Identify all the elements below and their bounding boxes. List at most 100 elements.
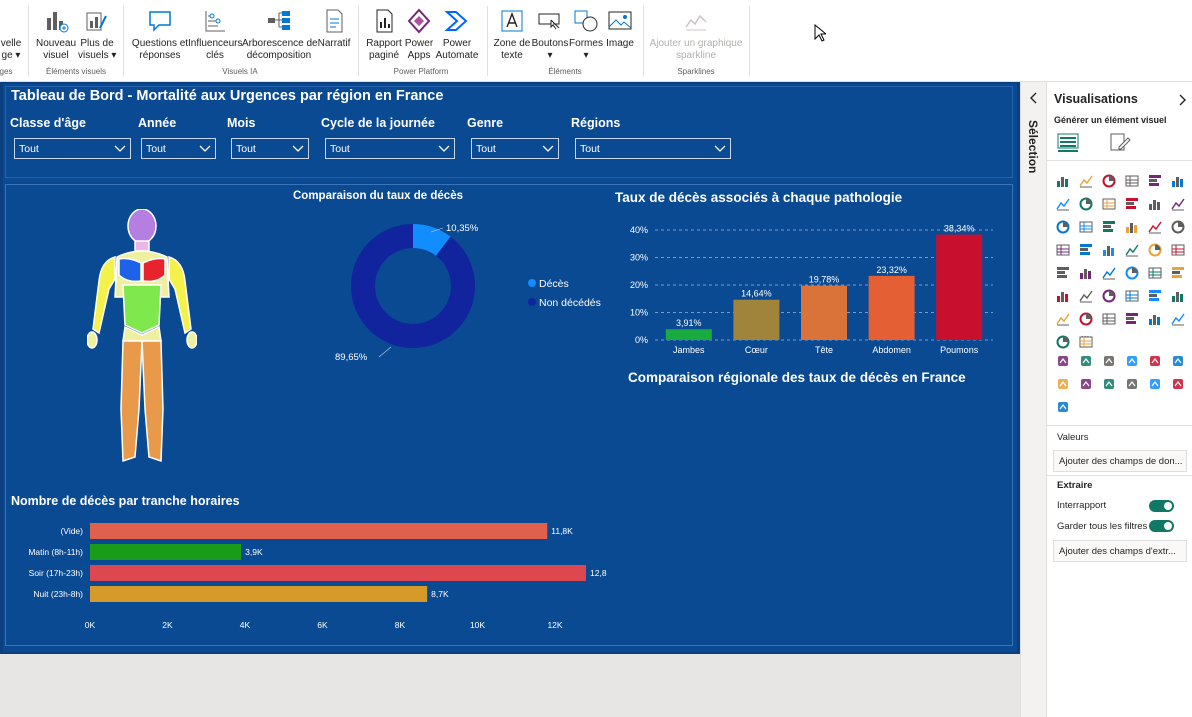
slicer-mois-dropdown[interactable]: Tout xyxy=(231,138,309,159)
extraire-field-well[interactable]: Ajouter des champs d'extr... xyxy=(1053,540,1187,562)
visual-type-icon[interactable] xyxy=(1148,266,1162,280)
body-right-leg-jambes[interactable] xyxy=(141,340,164,463)
visual-type-icon[interactable] xyxy=(1079,289,1093,303)
narratif-button[interactable]: Narratif xyxy=(316,8,352,50)
visual-type-icon[interactable] xyxy=(1056,174,1070,188)
slicer-annee-dropdown[interactable]: Tout xyxy=(141,138,216,159)
pathology-bar-1[interactable] xyxy=(733,299,780,340)
visual-type-icon[interactable] xyxy=(1056,243,1070,257)
pathology-bar-4[interactable] xyxy=(936,234,983,340)
visual-type-icon[interactable] xyxy=(1102,174,1116,188)
custom-visual-icon[interactable] xyxy=(1056,400,1070,414)
visual-type-icon[interactable] xyxy=(1102,220,1116,234)
hourly-bar-0[interactable] xyxy=(90,523,548,539)
visual-type-icon[interactable] xyxy=(1171,289,1185,303)
visual-type-icon[interactable] xyxy=(1148,243,1162,257)
pathology-bar-2[interactable] xyxy=(801,285,847,340)
pathology-bar-0[interactable] xyxy=(665,329,712,340)
slicer-age-dropdown[interactable]: Tout xyxy=(14,138,131,159)
zone-texte-button[interactable]: Zone de texte xyxy=(493,8,531,62)
formes-button[interactable]: Formes ▾ xyxy=(569,8,603,62)
custom-visual-icon[interactable] xyxy=(1148,377,1162,391)
valeurs-field-well[interactable]: Ajouter des champs de don... xyxy=(1053,450,1187,472)
visual-type-icon[interactable] xyxy=(1056,335,1070,349)
legend-label-1[interactable]: Non décédés xyxy=(539,297,601,309)
body-abdomen[interactable] xyxy=(122,284,162,334)
build-visual-tab-icon[interactable] xyxy=(1057,132,1079,152)
visual-type-icon[interactable] xyxy=(1125,174,1139,188)
hourly-bar-chart[interactable]: (Vide) 11,8K Matin (8h-11h) 3,9K Soir (17h-2… xyxy=(7,520,607,636)
body-head-tete[interactable] xyxy=(127,209,157,244)
visual-type-icon[interactable] xyxy=(1171,312,1185,326)
influenceurs-button[interactable]: Influenceurs clés xyxy=(188,8,242,62)
custom-visual-icon[interactable] xyxy=(1171,377,1185,391)
custom-visual-icon[interactable] xyxy=(1102,377,1116,391)
visual-type-icon[interactable] xyxy=(1171,266,1185,280)
body-heart-coeur[interactable] xyxy=(142,257,166,283)
visual-type-icon[interactable] xyxy=(1171,197,1185,211)
visual-type-icon[interactable] xyxy=(1102,312,1116,326)
visual-type-icon[interactable] xyxy=(1125,220,1139,234)
visual-type-icon[interactable] xyxy=(1102,197,1116,211)
pathology-bar-3[interactable] xyxy=(868,275,915,340)
visual-type-icon[interactable] xyxy=(1171,243,1185,257)
visual-type-icon[interactable] xyxy=(1056,289,1070,303)
donut-slice-0[interactable] xyxy=(413,224,451,256)
nouvelle-page-button[interactable]: velle ge ▾ xyxy=(0,8,22,62)
image-button[interactable]: Image xyxy=(603,8,637,50)
visual-type-icon[interactable] xyxy=(1125,289,1139,303)
garder-filtres-toggle[interactable] xyxy=(1149,520,1174,532)
visual-type-icon[interactable] xyxy=(1079,220,1093,234)
rapport-pagine-button[interactable]: Rapport paginé xyxy=(364,8,404,62)
visual-type-icon[interactable] xyxy=(1056,312,1070,326)
custom-visual-icon[interactable] xyxy=(1148,354,1162,368)
visual-type-icon[interactable] xyxy=(1148,197,1162,211)
hourly-bar-2[interactable] xyxy=(90,565,586,581)
boutons-button[interactable]: Boutons ▾ xyxy=(531,8,569,62)
selection-pane-collapsed[interactable]: Sélection xyxy=(1020,82,1046,717)
custom-visual-icon[interactable] xyxy=(1056,354,1070,368)
custom-visual-icon[interactable] xyxy=(1125,377,1139,391)
custom-visual-icon[interactable] xyxy=(1079,354,1093,368)
visual-type-icon[interactable] xyxy=(1148,174,1162,188)
visual-type-icon[interactable] xyxy=(1079,197,1093,211)
hourly-bar-3[interactable] xyxy=(90,586,428,602)
donut-chart[interactable]: 10,35% 89,65% Décès Non décédés xyxy=(331,216,631,376)
questions-reponses-button[interactable]: Questions et réponses xyxy=(130,8,190,62)
chevron-right-icon[interactable] xyxy=(1177,94,1187,106)
visual-type-icon[interactable] xyxy=(1102,243,1116,257)
format-visual-tab-icon[interactable] xyxy=(1109,132,1131,152)
visual-type-icon[interactable] xyxy=(1079,266,1093,280)
custom-visual-icon[interactable] xyxy=(1079,377,1093,391)
slicer-regions-dropdown[interactable]: Tout xyxy=(575,138,731,159)
body-left-leg-jambes[interactable] xyxy=(120,340,143,463)
nouveau-visuel-button[interactable]: Nouveau visuel xyxy=(34,8,78,62)
slicer-genre-dropdown[interactable]: Tout xyxy=(471,138,559,159)
power-automate-button[interactable]: Power Automate xyxy=(434,8,480,62)
visual-type-icon[interactable] xyxy=(1056,266,1070,280)
selection-pane-label[interactable]: Sélection xyxy=(1026,120,1040,174)
pathology-bar-chart[interactable]: 0% 10% 20% 30% 40% 3,91% Jambes 14,64% Cœur 19,78… xyxy=(615,214,1000,364)
visual-type-icon[interactable] xyxy=(1056,220,1070,234)
visual-type-icon[interactable] xyxy=(1079,174,1093,188)
hourly-bar-1[interactable] xyxy=(90,544,242,560)
visual-type-icon[interactable] xyxy=(1102,289,1116,303)
arborescence-button[interactable]: Arborescence de décomposition xyxy=(242,8,318,62)
power-apps-button[interactable]: Power Apps xyxy=(404,8,434,62)
visual-type-icon[interactable] xyxy=(1056,197,1070,211)
visual-type-icon[interactable] xyxy=(1125,197,1139,211)
chevron-left-icon[interactable] xyxy=(1029,92,1039,104)
visual-type-icon[interactable] xyxy=(1148,312,1162,326)
slicer-cycle-dropdown[interactable]: Tout xyxy=(325,138,455,159)
sparkline-button[interactable]: Ajouter un graphique sparkline xyxy=(648,8,744,62)
custom-visual-icon[interactable] xyxy=(1056,377,1070,391)
visual-type-icon[interactable] xyxy=(1148,220,1162,234)
visual-type-icon[interactable] xyxy=(1125,243,1139,257)
custom-visual-icon[interactable] xyxy=(1102,354,1116,368)
visual-type-icon[interactable] xyxy=(1125,312,1139,326)
visual-type-icon[interactable] xyxy=(1079,312,1093,326)
visual-type-icon[interactable] xyxy=(1171,174,1185,188)
visual-type-icon[interactable] xyxy=(1079,335,1093,349)
human-body-figure[interactable] xyxy=(87,209,197,469)
visual-type-icon[interactable] xyxy=(1102,266,1116,280)
